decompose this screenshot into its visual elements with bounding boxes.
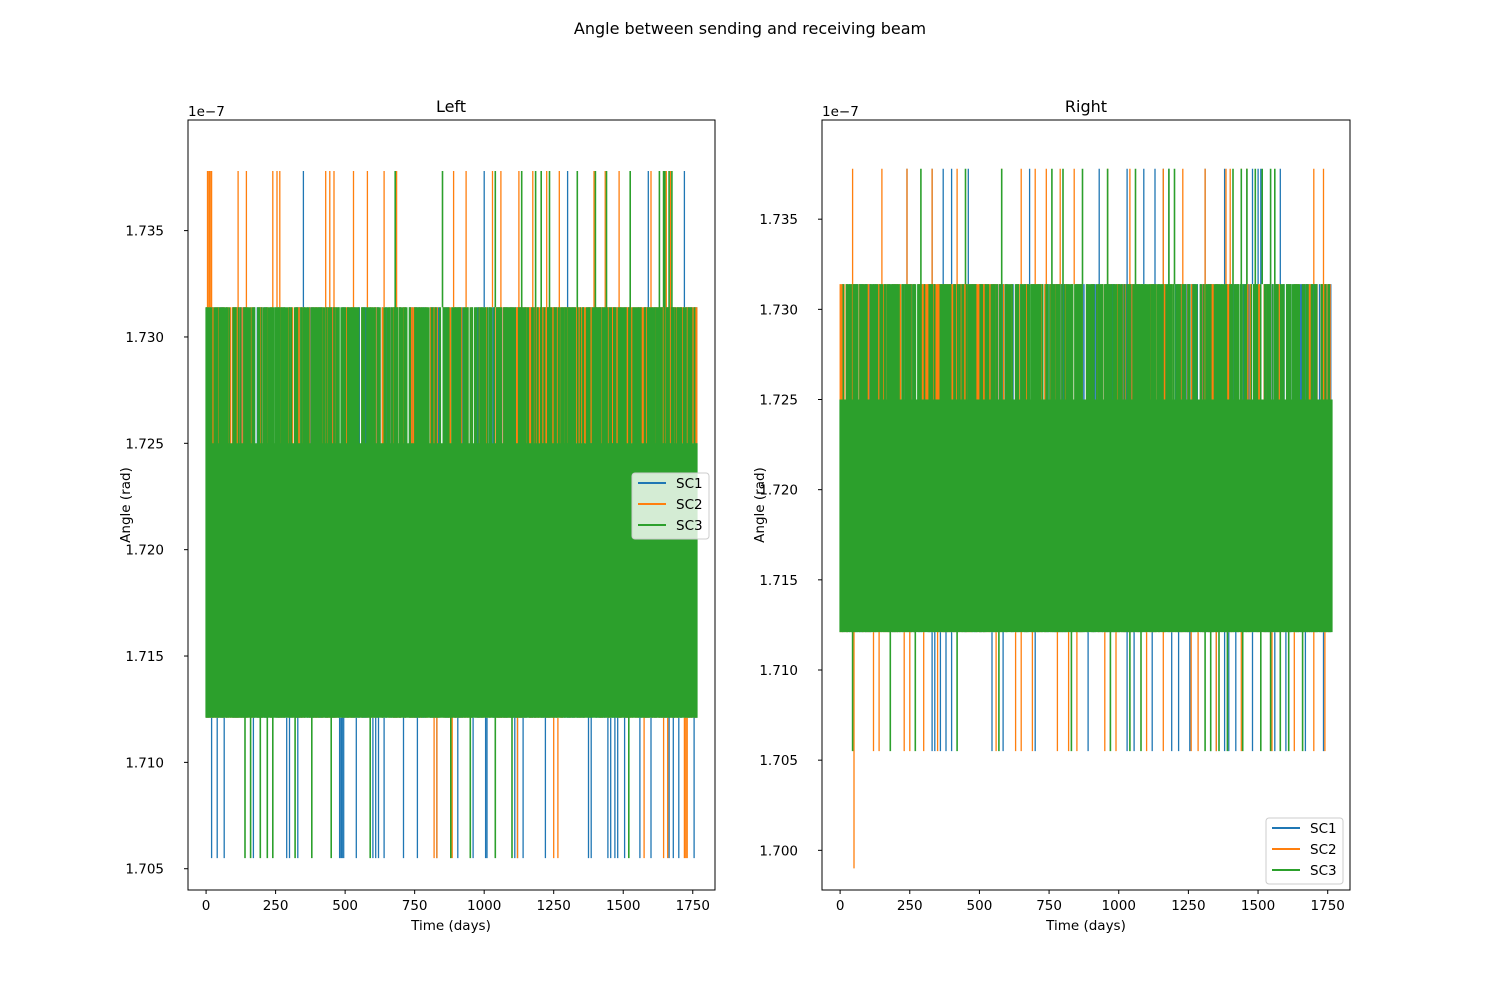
left-sc3-trace xyxy=(205,171,698,859)
left-tick-group: 0 250 500 750 1000 1250 1500 1750 1.705 1.710 1.71… xyxy=(125,224,710,914)
left-ytick-label: 1.720 xyxy=(125,543,164,559)
left-xtick-label: 1750 xyxy=(676,898,710,914)
left-ytick-label: 1.725 xyxy=(125,436,164,452)
right-xtick-label: 1250 xyxy=(1171,898,1205,914)
left-legend: SC1 SC2 SC3 xyxy=(631,472,710,540)
right-ytick-label: 1.730 xyxy=(759,302,798,318)
left-xtick-label: 1500 xyxy=(606,898,640,914)
right-series-sc3 xyxy=(839,168,1333,752)
right-xtick-label: 0 xyxy=(836,898,845,914)
right-legend: SC1 SC2 SC3 xyxy=(1265,817,1344,885)
right-xlabel: Time (days) xyxy=(1045,918,1126,934)
left-xtick-label: 1250 xyxy=(537,898,571,914)
right-series-group xyxy=(839,168,1333,869)
right-xtick-label: 250 xyxy=(897,898,923,914)
left-ytick-label: 1.710 xyxy=(125,755,164,771)
right-sc3-trace xyxy=(839,168,1333,752)
left-ytick-label: 1.730 xyxy=(125,330,164,346)
right-legend-box xyxy=(1265,817,1344,885)
left-xtick-label: 500 xyxy=(332,898,358,914)
right-ytick-label: 1.720 xyxy=(759,483,798,499)
right-ytick-label: 1.700 xyxy=(759,843,798,859)
right-tick-group: 0 250 500 750 1000 1250 1500 1750 1.700 1.705 1.71… xyxy=(759,212,1345,914)
left-xtick-label: 0 xyxy=(202,898,211,914)
left-y-offset-text: 1e−7 xyxy=(188,104,225,120)
right-xtick-label: 750 xyxy=(1036,898,1062,914)
left-legend-label-sc2: SC2 xyxy=(676,497,703,513)
left-legend-label-sc1: SC1 xyxy=(676,476,703,492)
right-subplot: 0 250 500 750 1000 1250 1500 1750 1.700 1.705 1.71… xyxy=(752,97,1351,934)
right-xtick-label: 1500 xyxy=(1241,898,1275,914)
figure-suptitle: Angle between sending and receiving beam xyxy=(574,19,926,38)
left-xtick-label: 750 xyxy=(402,898,428,914)
left-legend-box xyxy=(631,472,710,540)
right-ylabel: Angle (rad) xyxy=(752,467,768,543)
left-xtick-label: 1000 xyxy=(467,898,501,914)
right-legend-label-sc2: SC2 xyxy=(1310,842,1337,858)
right-legend-label-sc1: SC1 xyxy=(1310,821,1337,837)
left-axes-frame xyxy=(187,119,716,891)
left-ytick-label: 1.705 xyxy=(125,862,164,878)
left-ytick-label: 1.735 xyxy=(125,224,164,240)
right-xtick-label: 500 xyxy=(967,898,993,914)
right-title: Right xyxy=(1065,97,1107,116)
left-series-group xyxy=(205,171,698,859)
right-axes-frame xyxy=(821,119,1351,891)
right-ytick-label: 1.705 xyxy=(759,753,798,769)
left-xtick-label: 250 xyxy=(263,898,289,914)
left-ytick-label: 1.715 xyxy=(125,649,164,665)
right-ytick-label: 1.710 xyxy=(759,663,798,679)
right-xtick-label: 1750 xyxy=(1311,898,1345,914)
left-ylabel: Angle (rad) xyxy=(118,467,134,543)
right-ytick-label: 1.725 xyxy=(759,393,798,409)
left-xlabel: Time (days) xyxy=(410,918,491,934)
right-y-offset-text: 1e−7 xyxy=(822,104,859,120)
right-legend-label-sc3: SC3 xyxy=(1310,863,1337,879)
left-legend-label-sc3: SC3 xyxy=(676,518,703,534)
right-ytick-label: 1.715 xyxy=(759,573,798,589)
right-ytick-label: 1.735 xyxy=(759,212,798,228)
left-title: Left xyxy=(436,97,466,116)
right-xtick-label: 1000 xyxy=(1102,898,1136,914)
left-subplot: 0 250 500 750 1000 1250 1500 1750 1.705 1.710 1.71… xyxy=(118,97,716,934)
left-series-sc3 xyxy=(205,171,698,859)
